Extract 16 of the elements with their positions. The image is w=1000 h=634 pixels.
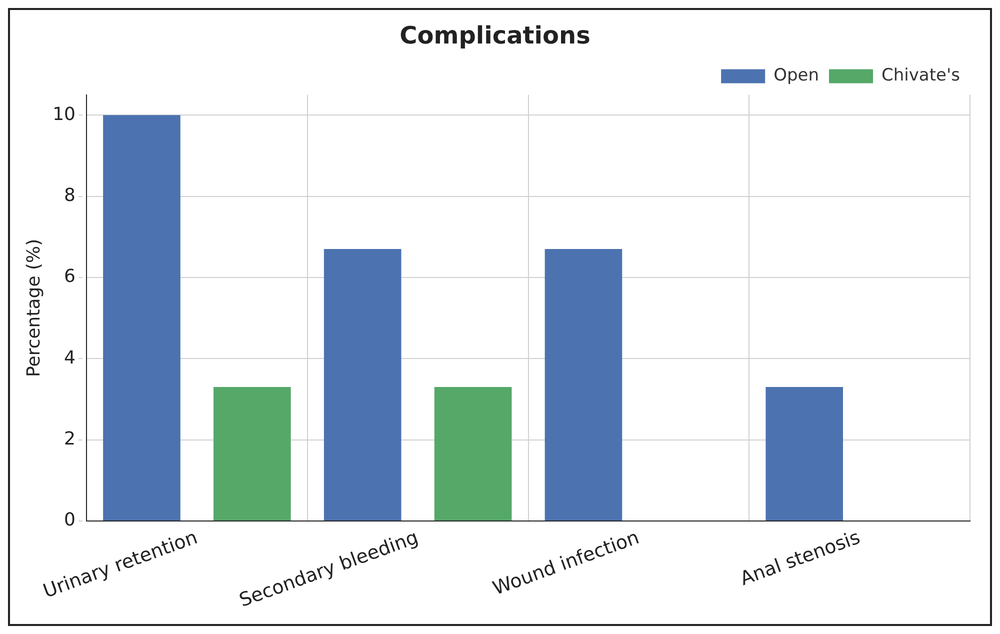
bar: [544, 249, 622, 520]
bar: [434, 387, 512, 520]
bar: [324, 249, 402, 520]
bar: [766, 387, 843, 520]
y-tick-label: 6: [64, 266, 76, 288]
legend-label: Chivate's: [882, 66, 960, 86]
y-tick-label: 2: [64, 428, 76, 450]
bar: [103, 115, 180, 520]
y-axis-title: Percentage (%): [23, 238, 44, 377]
legend-label: Open: [774, 66, 819, 86]
chart-title: Complications: [400, 22, 590, 50]
y-tick-label: 8: [64, 184, 76, 206]
y-tick-label: 10: [52, 104, 76, 125]
bar: [214, 387, 291, 520]
y-tick-label: 4: [64, 347, 76, 368]
y-tick-label: 0: [64, 510, 76, 531]
